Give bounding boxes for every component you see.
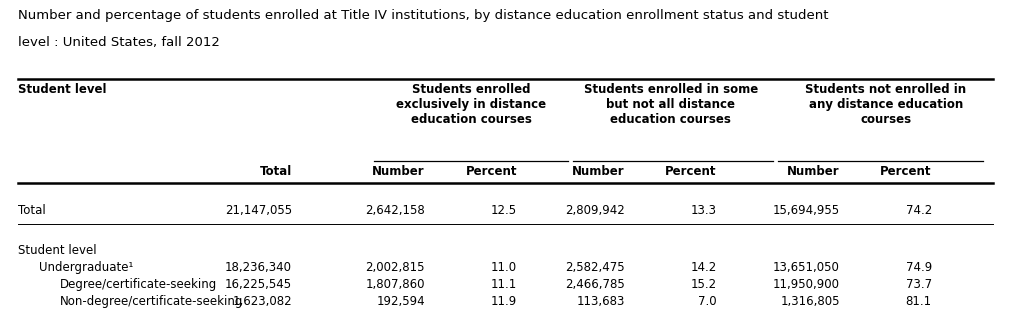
Text: 2,809,942: 2,809,942 [565, 204, 625, 217]
Text: Number: Number [787, 165, 840, 178]
Text: 74.2: 74.2 [905, 204, 932, 217]
Text: 14.2: 14.2 [690, 261, 717, 274]
Text: 81.1: 81.1 [905, 295, 932, 308]
Text: 7.0: 7.0 [698, 295, 717, 308]
Text: 11.1: 11.1 [490, 278, 517, 291]
Text: Total: Total [260, 165, 292, 178]
Text: 12.5: 12.5 [490, 204, 517, 217]
Text: Undergraduate¹: Undergraduate¹ [39, 261, 133, 274]
Text: Non-degree/certificate-seeking: Non-degree/certificate-seeking [59, 295, 243, 308]
Text: Student level: Student level [18, 83, 106, 96]
Text: Total: Total [18, 204, 46, 217]
Text: 11,950,900: 11,950,900 [773, 278, 840, 291]
Text: Percent: Percent [666, 165, 717, 178]
Text: 15,694,955: 15,694,955 [772, 204, 840, 217]
Text: level : United States, fall 2012: level : United States, fall 2012 [18, 36, 220, 49]
Text: Percent: Percent [466, 165, 517, 178]
Text: 73.7: 73.7 [905, 278, 932, 291]
Text: 2,642,158: 2,642,158 [366, 204, 425, 217]
Text: 74.9: 74.9 [905, 261, 932, 274]
Text: 2,002,815: 2,002,815 [366, 261, 425, 274]
Text: 2,466,785: 2,466,785 [565, 278, 625, 291]
Text: 16,225,545: 16,225,545 [224, 278, 292, 291]
Text: 2,582,475: 2,582,475 [565, 261, 625, 274]
Text: 113,683: 113,683 [577, 295, 625, 308]
Text: Number: Number [373, 165, 425, 178]
Text: 1,316,805: 1,316,805 [780, 295, 840, 308]
Text: 192,594: 192,594 [377, 295, 425, 308]
Text: 13,651,050: 13,651,050 [773, 261, 840, 274]
Text: 1,807,860: 1,807,860 [366, 278, 425, 291]
Text: Degree/certificate-seeking: Degree/certificate-seeking [59, 278, 217, 291]
Text: 21,147,055: 21,147,055 [224, 204, 292, 217]
Text: 11.9: 11.9 [490, 295, 517, 308]
Text: Number: Number [572, 165, 625, 178]
Text: Number and percentage of students enrolled at Title IV institutions, by distance: Number and percentage of students enroll… [18, 9, 829, 22]
Text: Students not enrolled in
any distance education
courses: Students not enrolled in any distance ed… [805, 83, 967, 126]
Text: Students enrolled in some
but not all distance
education courses: Students enrolled in some but not all di… [584, 83, 758, 126]
Text: Students enrolled
exclusively in distance
education courses: Students enrolled exclusively in distanc… [396, 83, 546, 126]
Text: 15.2: 15.2 [690, 278, 717, 291]
Text: 13.3: 13.3 [691, 204, 717, 217]
Text: 11.0: 11.0 [490, 261, 517, 274]
Text: 1,623,082: 1,623,082 [232, 295, 292, 308]
Text: 18,236,340: 18,236,340 [225, 261, 292, 274]
Text: Percent: Percent [881, 165, 932, 178]
Text: Student level: Student level [18, 244, 97, 257]
